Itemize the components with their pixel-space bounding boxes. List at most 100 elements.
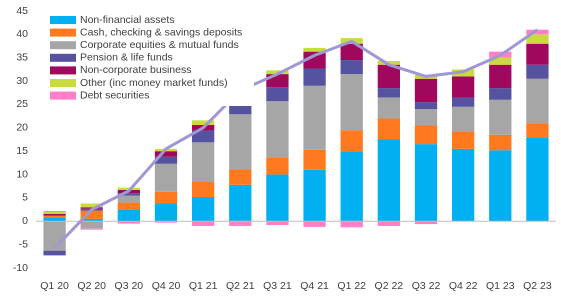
x-tick-label: Q3 21	[263, 280, 292, 292]
bar-segment	[489, 134, 512, 151]
bar-segment	[43, 217, 66, 222]
bar-segment	[266, 157, 289, 175]
bar-segment	[154, 151, 178, 157]
bar-segment	[229, 169, 252, 185]
bar-segment	[526, 34, 549, 44]
bar-segment	[377, 118, 400, 140]
bar-segment	[43, 215, 66, 218]
bar-segment	[266, 70, 289, 75]
x-tick-label: Q2 22	[375, 280, 404, 292]
bar-segment	[154, 191, 178, 204]
x-tick-label: Q1 22	[337, 280, 366, 292]
bar-segment	[117, 195, 140, 203]
y-tick-label: 25	[16, 98, 28, 110]
legend-swatch	[50, 91, 76, 100]
bar-segment	[192, 182, 215, 197]
bar-segment	[526, 43, 549, 65]
bar-segment	[340, 43, 363, 61]
legend	[44, 14, 254, 106]
x-tick-label: Q2 23	[523, 280, 552, 292]
bar-segment	[303, 149, 326, 170]
legend-swatch	[50, 66, 76, 75]
legend-swatch	[50, 53, 76, 62]
bar-segment	[80, 221, 103, 229]
bar-segment	[452, 131, 475, 149]
bar-segment	[192, 120, 215, 126]
bar-segment	[303, 51, 326, 69]
bar-segment	[489, 150, 512, 222]
bar-segment	[526, 29, 549, 35]
bar-segment	[526, 64, 549, 79]
bar-segment	[266, 87, 289, 102]
bar-segment	[414, 221, 438, 225]
bar-segment	[452, 76, 475, 98]
bar-segment	[117, 209, 140, 222]
bar-segment	[80, 228, 103, 230]
bar-segment	[452, 106, 475, 132]
bar-segment	[80, 203, 103, 208]
legend-swatch	[50, 16, 76, 24]
bar-segment	[377, 88, 400, 98]
x-tick-label: Q4 20	[152, 280, 181, 292]
bar-segment	[303, 169, 326, 222]
bar-segment	[414, 109, 438, 126]
y-tick-label: 35	[16, 52, 28, 64]
legend-swatch	[50, 28, 76, 37]
x-tick-label: Q2 21	[226, 280, 255, 292]
legend-label: Corporate equities & mutual funds	[80, 39, 239, 51]
bar-segment	[340, 74, 363, 131]
bar-segment	[340, 221, 363, 228]
bar-segment	[526, 78, 549, 124]
bar-segment	[154, 163, 178, 192]
bar-segment	[377, 139, 400, 222]
bar-segment	[489, 64, 512, 89]
bar-segment	[43, 210, 66, 212]
bar-segment	[43, 211, 66, 214]
y-tick-label: 5	[22, 192, 28, 204]
bar-segment	[229, 184, 252, 222]
x-tick-label: Q3 22	[412, 280, 441, 292]
y-tick-label: 15	[16, 145, 28, 157]
bar-segment	[43, 250, 66, 256]
bar-segment	[229, 221, 252, 226]
y-tick-label: -10	[13, 262, 28, 274]
x-tick-label: Q2 20	[77, 280, 106, 292]
bar-segment	[452, 97, 475, 107]
bar-segment	[340, 151, 363, 222]
bar-segment	[154, 221, 178, 223]
bar-segment	[266, 174, 289, 222]
x-tick-label: Q3 20	[115, 280, 144, 292]
bar-segment	[489, 88, 512, 100]
legend-swatch	[50, 79, 76, 87]
legend-label: Pension & life funds	[80, 52, 173, 64]
bar-segment	[340, 130, 363, 152]
legend-label: Debt securities	[80, 89, 149, 101]
y-tick-label: 45	[16, 5, 28, 17]
bar-segment	[229, 114, 252, 170]
x-tick-label: Q1 20	[40, 280, 69, 292]
y-tick-label: 40	[16, 28, 28, 40]
x-tick-label: Q1 23	[486, 280, 515, 292]
bar-segment	[80, 218, 103, 222]
y-tick-label: 30	[16, 75, 28, 87]
y-tick-label: 10	[16, 168, 28, 180]
y-tick-label: 20	[16, 122, 28, 134]
bar-segment	[340, 60, 363, 75]
bar-segment	[117, 202, 140, 210]
bar-segment	[489, 57, 512, 65]
bar-segment	[414, 144, 438, 222]
y-tick-label: -5	[19, 238, 28, 250]
total-line	[53, 28, 539, 250]
legend-label: Cash, checking & savings deposits	[80, 26, 242, 38]
bar-segment	[303, 47, 326, 52]
bar-segment	[414, 102, 438, 110]
legend-label: Other (inc money market funds)	[80, 77, 228, 89]
bar-segment	[266, 101, 289, 158]
x-tick-label: Q1 21	[189, 280, 218, 292]
bar-segment	[154, 156, 178, 164]
x-tick-label: Q4 21	[300, 280, 329, 292]
bar-segment	[303, 221, 326, 227]
bar-segment	[526, 123, 549, 138]
bar-segment	[377, 221, 400, 226]
